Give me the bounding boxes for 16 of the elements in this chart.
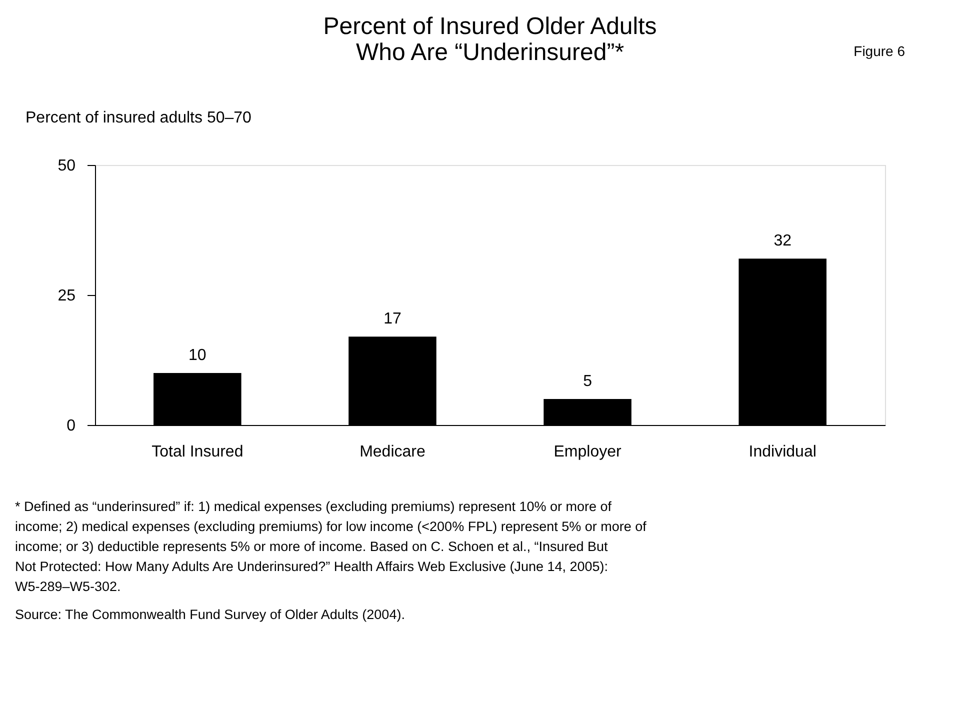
x-tick-label: Medicare [360, 444, 426, 460]
y-tick-label: 25 [58, 288, 76, 304]
y-tick-label: 50 [58, 158, 76, 174]
x-tick-label: Individual [748, 444, 816, 460]
data-label: 5 [583, 373, 592, 390]
caption: Figure 6 [854, 43, 906, 59]
data-label: 32 [774, 232, 792, 250]
data-label: 10 [188, 347, 206, 364]
x-tick-label: Employer [554, 444, 622, 460]
y-axis-title: Percent of insured adults 50–70 [26, 110, 252, 126]
source-note: Source: The Commonwealth Fund Survey of Older Adults (2004). [15, 607, 405, 622]
y-tick-label: 0 [66, 418, 76, 434]
data-label: 17 [384, 310, 402, 328]
text: * Defined as “underinsured” if: 1) medical expenses (excluding premiums) represent 10% or more of income; 2) medical expenses (excluding premiums) for low income (<200% FPL) represent 5% or more of income; or 3) deductible represents 5% or more of income. Based on C. Schoen et al., “Insured But Not Protected: How Many Adults Are Underinsured?” Health Affairs Web Exclusive (June 14, 2005): W5-289–W5-302. [15, 499, 647, 594]
x-tick-label: Total Insured [152, 444, 244, 460]
chart-title: Percent of Insured Older Adults Who Are “Underinsured”* [323, 13, 657, 66]
